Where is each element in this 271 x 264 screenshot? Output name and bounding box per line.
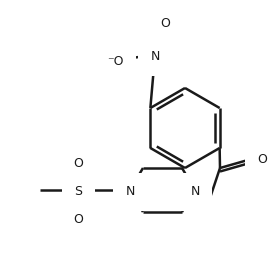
Text: O: O bbox=[160, 17, 170, 30]
Text: O: O bbox=[73, 213, 83, 226]
Text: O: O bbox=[257, 153, 267, 166]
Text: N: N bbox=[150, 50, 160, 63]
Text: N: N bbox=[190, 185, 200, 198]
Text: O: O bbox=[73, 157, 83, 170]
Text: S: S bbox=[74, 185, 82, 198]
Text: ⁻O: ⁻O bbox=[107, 55, 123, 68]
Text: N: N bbox=[125, 185, 135, 198]
